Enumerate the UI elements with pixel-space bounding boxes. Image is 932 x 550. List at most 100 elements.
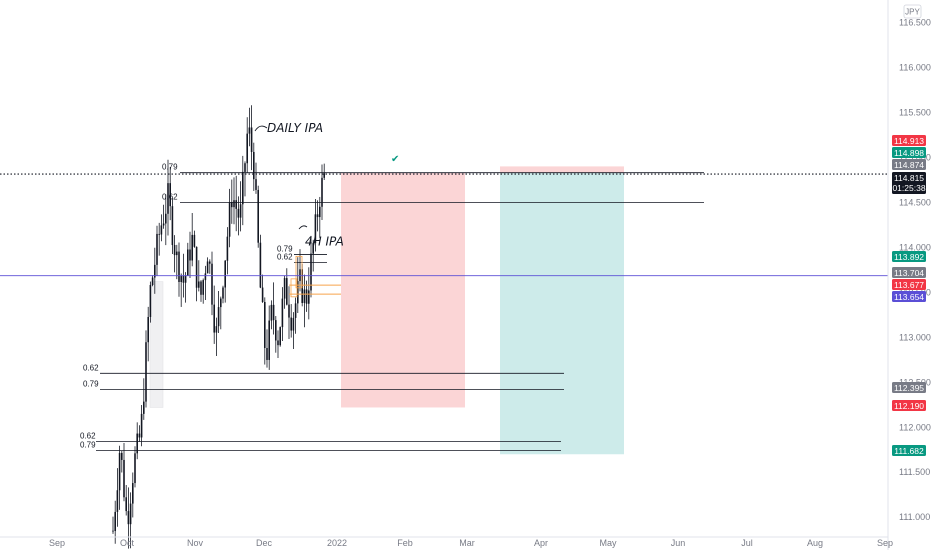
candle-body-88: [305, 289, 308, 304]
candle-body-19: [154, 264, 156, 278]
price-tag-value-2: 114.874: [894, 160, 924, 170]
fib-label-0: 0.79: [162, 163, 178, 172]
candle-body-93: [316, 214, 319, 218]
candle-body-47: [215, 326, 218, 333]
price-tag-1: [892, 147, 926, 158]
candle-body-92: [314, 214, 317, 244]
price-tag-8: [892, 382, 926, 393]
candle-body-39: [198, 281, 200, 288]
x-tick-5: Feb: [397, 538, 413, 548]
candle-body-96: [323, 173, 325, 178]
candle-body-11: [136, 433, 138, 454]
candle-body-26: [169, 183, 171, 207]
fib-label-5: 0.79: [83, 379, 99, 388]
candle-body-23: [162, 223, 165, 226]
x-tick-10: Jul: [741, 538, 753, 548]
candle-body-24: [165, 213, 167, 224]
currency-box: [903, 4, 922, 19]
candle-body-43: [206, 261, 209, 274]
y-tick-7: 113.000: [899, 332, 931, 342]
candle-body-44: [209, 261, 211, 264]
candle-body-49: [220, 298, 222, 308]
y-tick-4: 114.500: [899, 197, 931, 207]
range-highlight: [149, 281, 164, 408]
candle-body-75: [277, 340, 279, 346]
x-tick-8: May: [599, 538, 617, 548]
price-tag-value-5: 113.704: [894, 268, 924, 278]
time-axis[interactable]: Sep Oct Nov Dec 2022 Feb Mar Apr May Jun Jul Aug Sep: [0, 536, 893, 548]
price-tag-value-7: 113.654: [894, 292, 924, 302]
x-tick-9: Jun: [671, 538, 686, 548]
candle-body-89: [308, 290, 310, 304]
candle-body-14: [143, 401, 145, 414]
candle-body-76: [279, 327, 281, 346]
candle-body-60: [244, 163, 246, 172]
candle-body-21: [158, 233, 160, 235]
candle-body-28: [173, 245, 176, 256]
candle-body-30: [178, 251, 180, 282]
fib-levels: 0.790.620.790.620.620.790.620.79: [80, 163, 704, 452]
x-tick-2: Nov: [187, 538, 204, 548]
candle-body-77: [281, 298, 284, 328]
candle-body-52: [226, 236, 229, 261]
candle-body-64: [253, 151, 255, 180]
candle-body-27: [171, 206, 174, 246]
candle-body-36: [191, 234, 193, 261]
candle-body-12: [138, 433, 141, 438]
candle-body-37: [193, 234, 196, 247]
candle-body-69: [264, 302, 266, 349]
candle-body-94: [319, 206, 321, 218]
candle-body-35: [189, 249, 191, 261]
candle-body-20: [156, 233, 158, 265]
candle-body-3: [118, 452, 121, 491]
candle-body-90: [310, 253, 312, 291]
candle-body-46: [213, 304, 215, 333]
long-position-1-stop-zone: [341, 172, 465, 408]
x-tick-1: Oct: [120, 538, 135, 548]
candle-body-74: [275, 320, 277, 341]
y-tick-1: 116.000: [899, 62, 931, 72]
candle-body-22: [160, 225, 163, 235]
candle-body-7: [127, 511, 130, 525]
x-tick-0: Sep: [49, 538, 65, 548]
candle-body-9: [132, 483, 134, 504]
price-tag-4: [892, 251, 926, 262]
candle-body-25: [167, 183, 169, 214]
candle-body-51: [224, 260, 226, 288]
candle-body-84: [297, 281, 299, 304]
candle-body-58: [239, 204, 242, 218]
candle-body-57: [237, 208, 240, 218]
candle-body-2: [116, 490, 119, 512]
x-tick-6: Mar: [459, 538, 475, 548]
fib-label-2: 0.79: [277, 245, 293, 254]
annotation-1: 4H IPA: [305, 235, 344, 249]
candle-body-8: [129, 503, 132, 525]
candle-body-0: [112, 530, 114, 532]
candle-body-34: [187, 249, 189, 276]
x-tick-3: Dec: [256, 538, 273, 548]
fib-label-6: 0.62: [80, 432, 96, 441]
candle-body-15: [145, 342, 147, 402]
overlays: DAILY IPA 4H IPA ✔: [0, 121, 888, 298]
y-tick-9: 112.000: [899, 422, 931, 432]
price-tag-value-0: 114.913: [894, 136, 924, 146]
candle-body-5: [123, 459, 125, 498]
candle-body-78: [283, 278, 286, 299]
price-tag-value-3: 114.815: [894, 173, 924, 183]
long-position-2-stop-zone: [500, 166, 624, 173]
candle-body-63: [250, 127, 253, 152]
annotation-0: DAILY IPA: [267, 121, 323, 135]
candlesticks: [112, 105, 325, 549]
y-tick-0: 116.500: [899, 17, 931, 27]
y-tick-2: 115.500: [899, 107, 931, 117]
candle-body-87: [303, 289, 306, 303]
y-tick-11: 111.000: [899, 512, 930, 522]
annotation-arrow-1: [298, 225, 308, 230]
candle-body-71: [268, 320, 270, 360]
price-tag-value-8: 112.395: [894, 383, 924, 393]
candle-body-95: [321, 177, 323, 207]
long-position-2-target-zone: [500, 172, 624, 455]
candle-body-72: [270, 304, 273, 321]
